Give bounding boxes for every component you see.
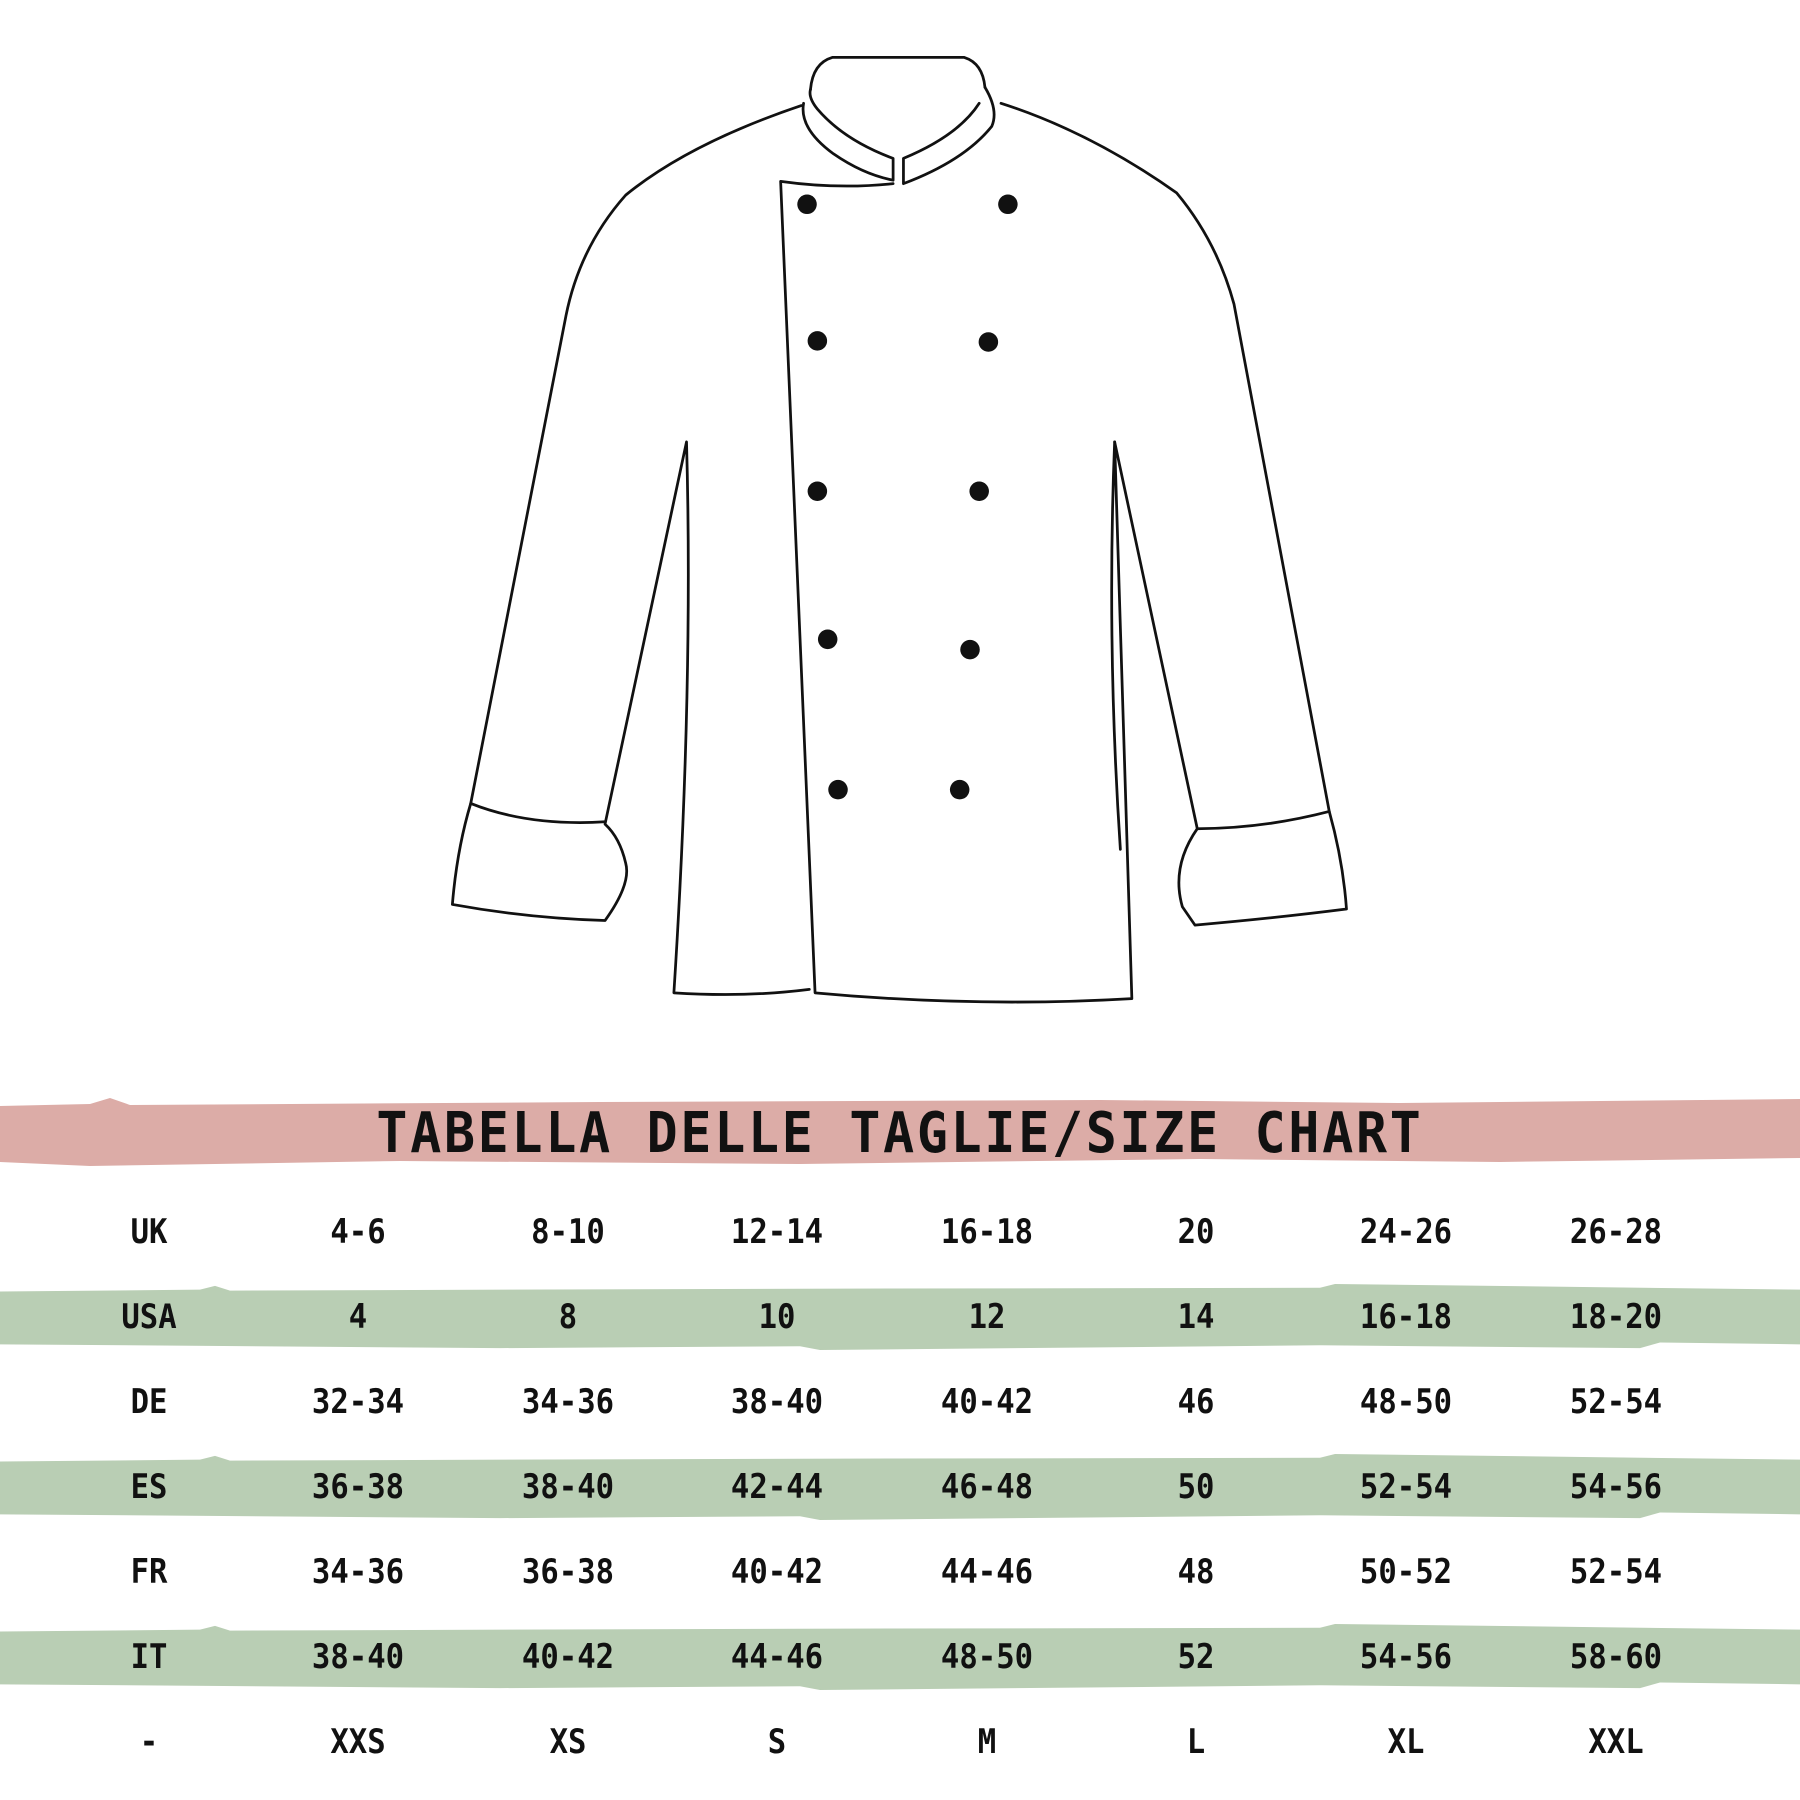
table-row: IT 38-40 40-42 44-46 48-50 52 54-56 58-60 bbox=[0, 1624, 1800, 1690]
table-row: DE 32-34 34-36 38-40 40-42 46 48-50 52-54 bbox=[0, 1370, 1800, 1434]
size-cell: 48 bbox=[1177, 1552, 1215, 1592]
row-label: ES bbox=[130, 1467, 168, 1507]
row-label: USA bbox=[121, 1297, 177, 1337]
row-label: DE bbox=[130, 1382, 168, 1422]
table-row: - XXS XS S M L XL XXL bbox=[0, 1710, 1800, 1774]
jacket-right-body bbox=[999, 101, 1348, 927]
size-cell: 46 bbox=[1177, 1382, 1215, 1422]
size-cell: 48-50 bbox=[940, 1637, 1034, 1677]
button-icon bbox=[807, 331, 828, 351]
size-cell: 12 bbox=[968, 1297, 1006, 1337]
size-cell: 8 bbox=[558, 1297, 578, 1337]
chef-jacket-illustration bbox=[450, 56, 1348, 1004]
size-cell: 48-50 bbox=[1359, 1382, 1453, 1422]
jacket-collar-right bbox=[902, 85, 996, 186]
size-cell: 54-56 bbox=[1359, 1637, 1453, 1677]
jacket-collar-left bbox=[801, 88, 895, 182]
row-brush-band bbox=[0, 1454, 1800, 1520]
size-cell: 46-48 bbox=[940, 1467, 1034, 1507]
size-cell: 52-54 bbox=[1569, 1382, 1663, 1422]
size-cell: 20 bbox=[1177, 1212, 1215, 1252]
size-cell: 38-40 bbox=[521, 1467, 615, 1507]
size-cell: 34-36 bbox=[521, 1382, 615, 1422]
size-cell: 40-42 bbox=[730, 1552, 824, 1592]
row-brush-band bbox=[0, 1284, 1800, 1350]
size-cell: 44-46 bbox=[730, 1637, 824, 1677]
size-cell: 26-28 bbox=[1569, 1212, 1663, 1252]
size-cell: 50-52 bbox=[1359, 1552, 1453, 1592]
size-cell: 16-18 bbox=[940, 1212, 1034, 1252]
size-cell: 12-14 bbox=[730, 1212, 824, 1252]
button-icon bbox=[998, 194, 1018, 215]
size-cell: 42-44 bbox=[730, 1467, 824, 1507]
button-icon bbox=[978, 332, 999, 352]
size-cell: L bbox=[1186, 1722, 1206, 1762]
size-cell: 52-54 bbox=[1359, 1467, 1453, 1507]
size-cell: 36-38 bbox=[521, 1552, 615, 1592]
title-brush-band bbox=[0, 1096, 1800, 1168]
jacket-front-panel bbox=[779, 179, 1134, 1004]
size-cell: S bbox=[767, 1722, 787, 1762]
size-cell: XL bbox=[1387, 1722, 1425, 1762]
size-cell: XS bbox=[549, 1722, 587, 1762]
jacket-collar-back bbox=[809, 56, 987, 91]
size-cell: 54-56 bbox=[1569, 1467, 1663, 1507]
size-cell: 18-20 bbox=[1569, 1297, 1663, 1337]
button-icon bbox=[969, 481, 989, 502]
size-cell: 44-46 bbox=[940, 1552, 1034, 1592]
size-cell: 52 bbox=[1177, 1637, 1215, 1677]
size-cell: 40-42 bbox=[521, 1637, 615, 1677]
button-icon bbox=[817, 629, 838, 650]
size-cell: 24-26 bbox=[1359, 1212, 1453, 1252]
row-label: FR bbox=[130, 1552, 168, 1592]
button-icon bbox=[828, 779, 848, 800]
table-row: ES 36-38 38-40 42-44 46-48 50 52-54 54-56 bbox=[0, 1454, 1800, 1520]
size-cell: 8-10 bbox=[531, 1212, 605, 1252]
size-cell: 4 bbox=[348, 1297, 368, 1337]
row-label: - bbox=[139, 1722, 159, 1762]
size-cell: XXS bbox=[330, 1722, 386, 1762]
size-cell: 38-40 bbox=[311, 1637, 405, 1677]
table-row: FR 34-36 36-38 40-42 44-46 48 50-52 52-54 bbox=[0, 1540, 1800, 1604]
size-cell: 14 bbox=[1177, 1297, 1215, 1337]
button-icon bbox=[949, 779, 970, 800]
size-cell: XXL bbox=[1588, 1722, 1644, 1762]
row-label: IT bbox=[130, 1637, 168, 1677]
row-brush-band bbox=[0, 1624, 1800, 1690]
size-cell: 10 bbox=[758, 1297, 796, 1337]
size-cell: 38-40 bbox=[730, 1382, 824, 1422]
size-cell: 34-36 bbox=[311, 1552, 405, 1592]
button-icon bbox=[807, 481, 828, 502]
size-cell: 16-18 bbox=[1359, 1297, 1453, 1337]
table-row: UK 4-6 8-10 12-14 16-18 20 24-26 26-28 bbox=[0, 1200, 1800, 1264]
table-row: USA 4 8 10 12 14 16-18 18-20 bbox=[0, 1284, 1800, 1350]
row-label: UK bbox=[130, 1212, 168, 1252]
size-cell: 40-42 bbox=[940, 1382, 1034, 1422]
size-cell: 58-60 bbox=[1569, 1637, 1663, 1677]
button-icon bbox=[797, 194, 817, 215]
jacket-left-body bbox=[450, 104, 811, 996]
jacket-right-cuff bbox=[1195, 810, 1331, 831]
size-cell: M bbox=[977, 1722, 997, 1762]
size-cell: 50 bbox=[1177, 1467, 1215, 1507]
size-cell: 36-38 bbox=[311, 1467, 405, 1507]
size-chart-title: TABELLA DELLE TAGLIE/SIZE CHART bbox=[376, 1101, 1424, 1166]
size-cell: 4-6 bbox=[330, 1212, 386, 1252]
button-icon bbox=[960, 639, 980, 660]
size-cell: 32-34 bbox=[311, 1382, 405, 1422]
size-cell: 52-54 bbox=[1569, 1552, 1663, 1592]
jacket-left-cuff bbox=[469, 802, 607, 824]
